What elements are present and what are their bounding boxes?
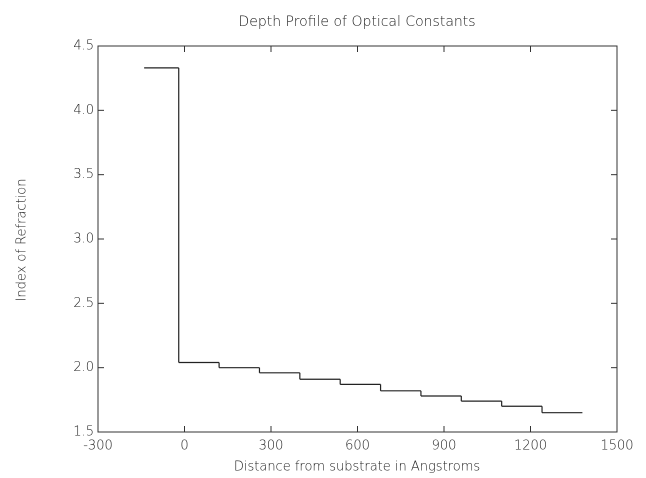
y-axis-label: Index of Refraction bbox=[15, 179, 30, 302]
x-tick-label: 1500 bbox=[600, 439, 633, 454]
y-tick-label: 3.5 bbox=[73, 167, 94, 182]
x-tick-label: 1200 bbox=[514, 439, 547, 454]
y-tick-label: 4.0 bbox=[73, 103, 94, 118]
x-tick-label: 0 bbox=[180, 439, 188, 454]
y-tick-label: 3.0 bbox=[73, 232, 94, 247]
chart-title: Depth Profile of Optical Constants bbox=[238, 14, 475, 30]
plot-frame bbox=[97, 45, 618, 433]
x-axis-label: Distance from substrate in Angstroms bbox=[234, 460, 480, 475]
y-tick-label: 2.0 bbox=[73, 360, 94, 375]
x-tick-label: 900 bbox=[432, 439, 457, 454]
y-tick-label: 4.5 bbox=[73, 39, 94, 54]
x-tick-label: -300 bbox=[83, 439, 113, 454]
y-tick-label: 1.5 bbox=[73, 425, 94, 440]
x-tick-label: 600 bbox=[345, 439, 370, 454]
y-tick-label: 2.5 bbox=[73, 296, 94, 311]
x-tick-label: 300 bbox=[259, 439, 284, 454]
